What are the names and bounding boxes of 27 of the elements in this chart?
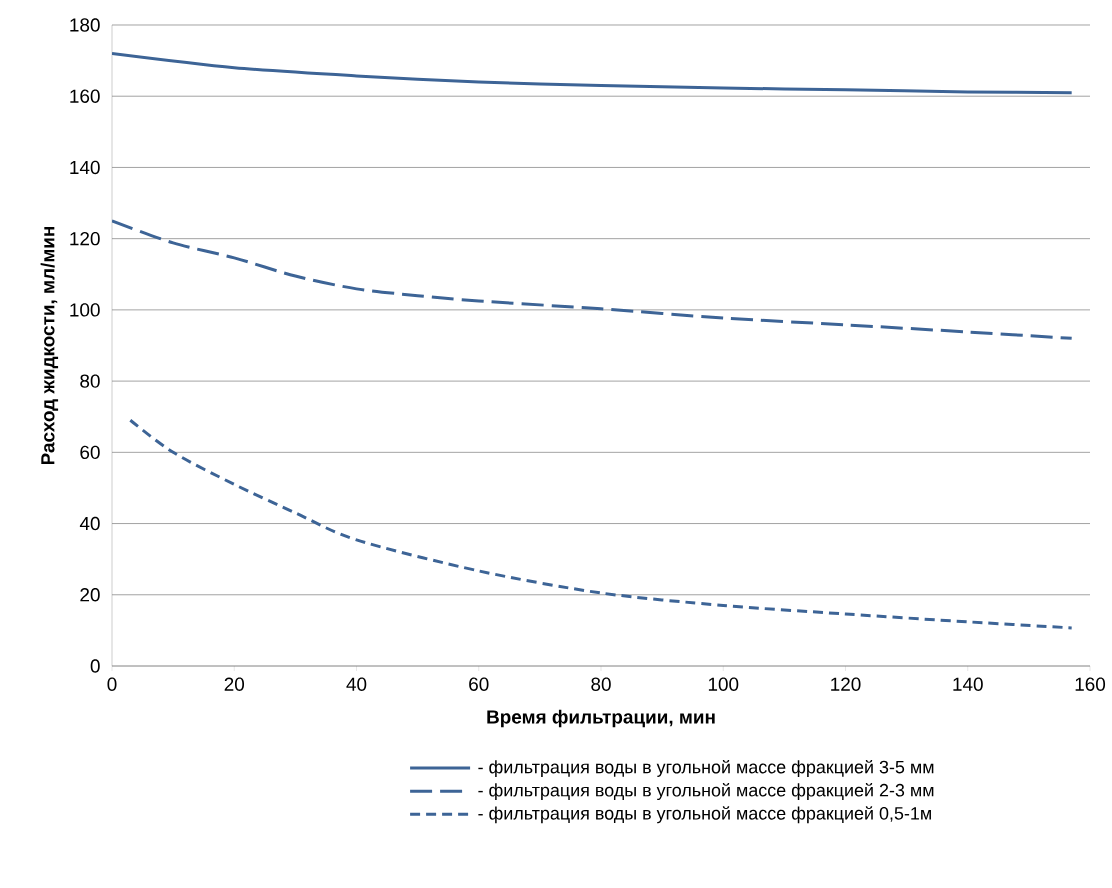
x-axis-title: Время фильтрации, мин [487,709,715,728]
x-tick-label: 80 [591,677,611,691]
y-tick-label: 0 [90,659,100,673]
x-tick-label: 140 [953,677,983,691]
x-tick-label: 40 [346,677,367,691]
y-tick-label: 20 [80,588,100,602]
line-series [128,418,1074,630]
legend-label: - фильтрация воды в угольной массе фракцией 3-5 мм [478,759,934,777]
y-axis-title: Расход жидкости, мл/мин [40,226,59,465]
x-tick-label: 0 [107,677,117,691]
y-tick-label: 100 [70,303,100,317]
x-tick-label: 160 [1075,677,1106,691]
line-series [112,219,1074,340]
x-tick-label: 100 [708,677,739,691]
x-tick-label: 60 [469,677,489,691]
y-tick-label: 140 [70,160,100,175]
y-tick-label: 60 [80,445,100,460]
y-tick-label: 40 [79,516,100,531]
y-tick-label: 180 [70,18,100,32]
y-tick-label: 80 [80,374,100,388]
y-tick-label: 120 [70,231,100,246]
x-tick-label: 120 [831,677,861,691]
legend-label: - фильтрация воды в угольной массе фракцией 0,5-1м [478,806,931,824]
x-tick-label: 20 [224,677,245,691]
y-tick-label: 160 [70,89,100,103]
line-series [112,51,1074,95]
legend-label: - фильтрация воды в угольной массе фракцией 2-3 мм [478,783,934,801]
